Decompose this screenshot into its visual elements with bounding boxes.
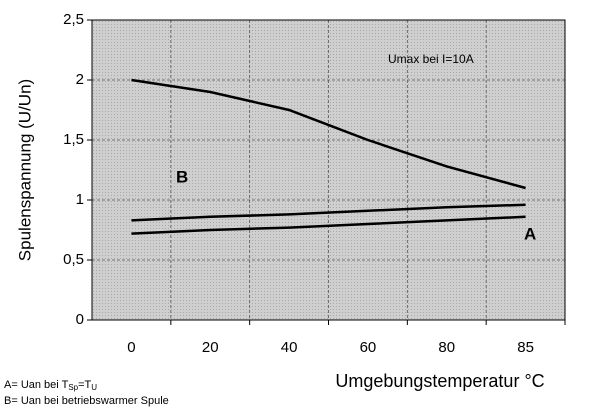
- x-tick-label: 60: [360, 339, 377, 356]
- annotation: B: [176, 167, 188, 186]
- y-tick-label: 1: [76, 191, 84, 208]
- line-series: [131, 203, 526, 222]
- annotation: A: [524, 224, 536, 243]
- y-tick-label: 1,5: [63, 131, 84, 148]
- y-axis-label: Spulenspannung (U/Un): [15, 79, 34, 261]
- y-tick-label: 0: [76, 311, 84, 328]
- x-tick-label: 40: [281, 339, 298, 356]
- x-tick-label: 85: [517, 339, 534, 356]
- x-tick-label: 20: [202, 339, 219, 356]
- y-tick-label: 2,5: [63, 11, 84, 28]
- line-series: [131, 78, 526, 190]
- annotation: Umax bei I=10A: [388, 52, 474, 66]
- y-tick-label: 2: [76, 71, 84, 88]
- footnote-part: Sp: [68, 383, 78, 392]
- footnote: B= Uan bei betriebswarmer Spule: [4, 395, 169, 407]
- x-tick-label: 0: [127, 339, 135, 356]
- x-axis-label: Umgebungstemperatur °C: [335, 371, 544, 391]
- footnote-part: U: [91, 383, 97, 392]
- footnote-part: =T: [78, 379, 91, 391]
- footnote-part: A= Uan bei T: [4, 379, 69, 391]
- x-tick-label: 80: [438, 339, 455, 356]
- footnote: A= Uan bei TSp=TU: [4, 379, 97, 392]
- line-series: [131, 215, 526, 235]
- y-tick-label: 0,5: [63, 251, 84, 268]
